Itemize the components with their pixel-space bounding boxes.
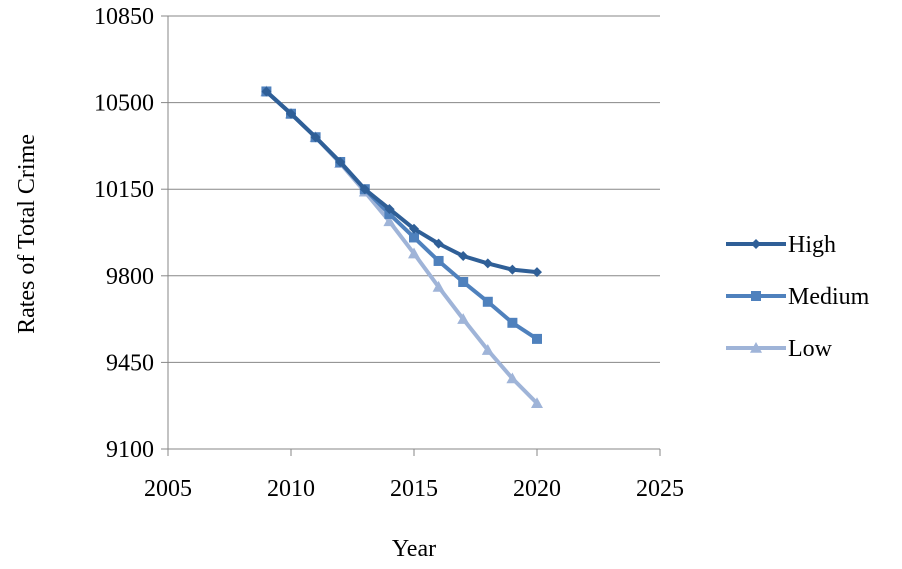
point-high-2018 xyxy=(482,258,493,269)
x-tick-label-2025: 2025 xyxy=(636,476,684,502)
y-tick-label-9450: 9450 xyxy=(106,350,154,376)
y-tick-label-10500: 10500 xyxy=(94,91,154,117)
point-high-2015 xyxy=(409,223,419,234)
legend: High Medium Low xyxy=(726,232,870,362)
point-medium-2017 xyxy=(458,276,469,287)
point-low-2018 xyxy=(481,344,494,355)
series-line-low xyxy=(264,89,539,406)
x-tick-label-2020: 2020 xyxy=(513,476,561,502)
tick-labels: 9100 9450 9800 10150 10500 10850 2005 2010 2015 2… xyxy=(94,4,684,502)
point-high-2019 xyxy=(507,264,518,275)
point-low-2017 xyxy=(457,313,470,324)
x-tick-label-2005: 2005 xyxy=(144,476,192,502)
point-high-2009 xyxy=(261,86,272,97)
y-tick-label-9800: 9800 xyxy=(106,264,154,290)
point-high-2014 xyxy=(384,203,395,214)
series-high xyxy=(261,86,542,278)
legend-marker-high xyxy=(751,239,761,249)
x-axis-title: Year xyxy=(392,536,436,562)
point-low-2020 xyxy=(531,397,543,409)
y-axis-title: Rates of Total Crime xyxy=(14,134,40,334)
point-low-2014 xyxy=(383,215,396,227)
x-tick-label-2010: 2010 xyxy=(267,476,315,502)
point-high-2020 xyxy=(532,267,542,278)
y-tick-label-10150: 10150 xyxy=(94,177,154,203)
point-high-2012 xyxy=(335,156,346,167)
series-lines xyxy=(260,85,543,409)
series-low xyxy=(260,85,543,409)
point-high-2013 xyxy=(359,184,370,195)
axes xyxy=(161,15,661,456)
legend-marker-low xyxy=(750,342,762,353)
legend-marker-medium xyxy=(751,291,761,301)
legend-item-low: Low xyxy=(726,336,833,362)
legend-item-high: High xyxy=(726,232,836,258)
point-medium-2016 xyxy=(433,255,444,266)
y-tick-label-9100: 9100 xyxy=(106,437,154,463)
y-tick-label-10850: 10850 xyxy=(94,4,154,30)
point-low-2016 xyxy=(432,280,445,292)
point-high-2010 xyxy=(286,108,296,119)
point-medium-2018 xyxy=(482,296,493,307)
point-high-2016 xyxy=(433,238,444,249)
legend-label-high: High xyxy=(788,232,836,258)
point-low-2015 xyxy=(408,247,420,259)
legend-label-low: Low xyxy=(788,336,833,362)
legend-item-medium: Medium xyxy=(726,284,870,310)
point-high-2011 xyxy=(310,132,321,143)
point-low-2019 xyxy=(506,372,519,384)
x-tick-label-2015: 2015 xyxy=(390,476,438,502)
point-medium-2019 xyxy=(507,317,518,328)
point-high-2017 xyxy=(458,251,469,262)
series-line-high xyxy=(264,89,539,275)
point-medium-2015 xyxy=(409,232,419,243)
point-medium-2020 xyxy=(532,333,542,344)
legend-label-medium: Medium xyxy=(788,284,870,310)
gridlines xyxy=(168,15,660,363)
